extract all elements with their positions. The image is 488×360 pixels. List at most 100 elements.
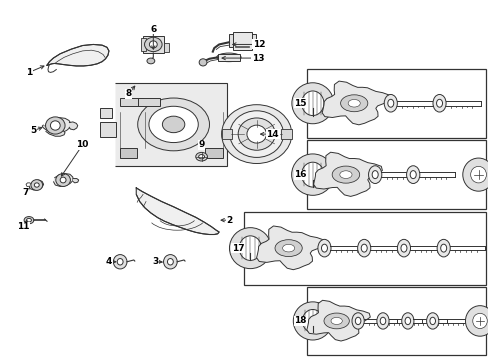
Polygon shape [42,118,71,134]
Text: 7: 7 [22,188,28,197]
Ellipse shape [149,41,157,48]
Polygon shape [136,188,219,234]
Polygon shape [306,300,369,341]
Ellipse shape [347,99,360,107]
Ellipse shape [221,105,291,163]
Ellipse shape [239,236,261,260]
Bar [232,32,252,50]
Ellipse shape [321,244,327,252]
Bar [100,108,112,118]
Ellipse shape [351,313,364,329]
Bar [281,129,291,139]
Ellipse shape [216,53,241,62]
Ellipse shape [302,310,323,332]
Ellipse shape [440,244,446,252]
Ellipse shape [384,94,397,112]
Bar [217,54,240,61]
Ellipse shape [371,171,377,179]
Bar [120,148,137,158]
Ellipse shape [397,239,409,257]
Ellipse shape [324,313,348,329]
Text: 3: 3 [152,257,159,266]
Ellipse shape [409,171,415,179]
Polygon shape [115,83,227,166]
Text: 6: 6 [150,25,156,34]
Text: 9: 9 [198,140,204,149]
Bar [141,38,146,51]
Ellipse shape [330,318,342,324]
Ellipse shape [34,183,39,187]
Bar [306,69,485,138]
Text: 14: 14 [266,130,279,139]
Ellipse shape [387,99,393,107]
Bar [138,98,160,106]
Bar [120,98,142,106]
Ellipse shape [376,313,388,329]
Ellipse shape [401,313,413,329]
Ellipse shape [340,95,367,112]
Text: 15: 15 [294,99,306,108]
Bar [244,212,485,285]
Bar [143,36,163,53]
Ellipse shape [357,239,370,257]
Bar [228,34,255,47]
Polygon shape [53,174,73,186]
Ellipse shape [429,317,435,325]
Ellipse shape [149,106,198,143]
Ellipse shape [238,118,275,150]
Ellipse shape [195,152,207,161]
Ellipse shape [144,37,162,51]
Bar [306,140,485,210]
Text: 16: 16 [294,170,306,179]
Bar [205,148,222,158]
Ellipse shape [282,244,294,252]
Ellipse shape [162,116,184,133]
Bar [227,118,239,133]
Ellipse shape [45,117,65,134]
Polygon shape [322,81,389,125]
Text: 8: 8 [125,89,131,98]
Ellipse shape [368,166,381,184]
Ellipse shape [331,166,359,183]
Ellipse shape [198,154,204,159]
Ellipse shape [462,158,488,191]
Text: 11: 11 [17,222,29,231]
Ellipse shape [301,162,324,187]
Bar [100,122,116,137]
Bar [163,42,169,51]
Ellipse shape [291,83,333,124]
Polygon shape [69,122,78,130]
Ellipse shape [293,302,331,340]
Ellipse shape [229,228,271,269]
Ellipse shape [436,99,442,107]
Ellipse shape [339,171,351,179]
Ellipse shape [406,166,419,184]
Text: 12: 12 [252,40,265,49]
Text: 1: 1 [26,68,32,77]
Bar [306,287,485,355]
Ellipse shape [465,306,488,336]
Ellipse shape [274,240,302,257]
Ellipse shape [301,91,323,116]
Ellipse shape [167,258,173,265]
Text: 10: 10 [76,140,89,149]
Ellipse shape [426,313,438,329]
Polygon shape [256,226,324,270]
Ellipse shape [436,239,449,257]
Polygon shape [313,152,382,197]
Ellipse shape [291,154,333,195]
Text: 13: 13 [251,54,264,63]
Ellipse shape [472,313,486,329]
Ellipse shape [432,94,445,112]
Polygon shape [73,179,79,183]
Ellipse shape [147,58,155,64]
Ellipse shape [361,244,366,252]
Text: 2: 2 [226,216,232,225]
Ellipse shape [380,317,385,325]
Ellipse shape [138,98,209,151]
Ellipse shape [229,111,283,157]
Ellipse shape [31,180,42,190]
Ellipse shape [24,217,34,224]
Ellipse shape [404,317,410,325]
Ellipse shape [50,121,60,130]
